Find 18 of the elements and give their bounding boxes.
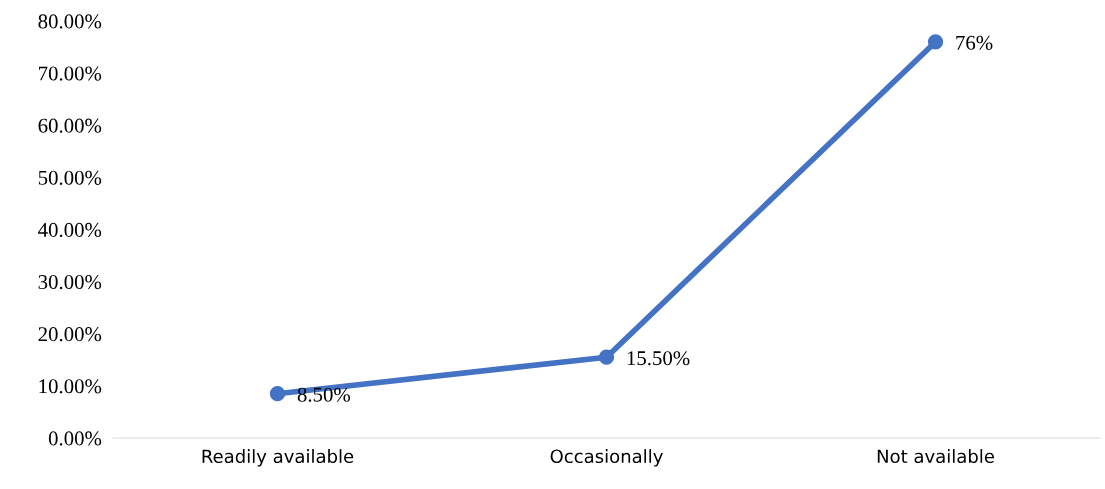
data-label: 8.50% [297, 387, 351, 402]
x-tick-label: Occasionally [550, 449, 663, 467]
point [598, 349, 615, 365]
y-tick-label: 20.00% [38, 327, 102, 342]
y-tick-label: 60.00% [38, 118, 102, 133]
point [927, 34, 944, 50]
y-tick-label: 10.00% [39, 379, 102, 394]
data-label: 76% [956, 35, 993, 50]
x-tick-label: Readily available [202, 449, 354, 467]
y-tick-label: 80.00% [38, 14, 102, 29]
y-tick-label: 70.00% [39, 66, 102, 81]
y-tick-label: 0.00% [48, 431, 102, 446]
y-tick-label: 50.00% [38, 170, 102, 185]
data-label: 15.50% [627, 351, 690, 366]
y-tick-label: 30.00% [38, 275, 102, 290]
point [269, 386, 286, 402]
y-tick-label: 40.00% [38, 222, 102, 238]
x-tick-label: Not available [877, 449, 994, 464]
